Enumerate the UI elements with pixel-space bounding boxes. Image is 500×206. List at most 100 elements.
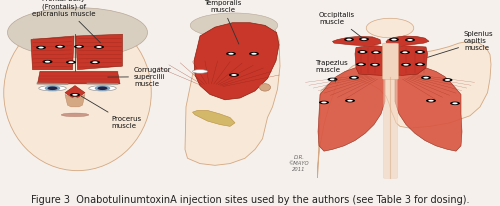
Ellipse shape bbox=[61, 113, 89, 117]
Circle shape bbox=[421, 76, 431, 80]
Circle shape bbox=[351, 77, 357, 79]
Circle shape bbox=[347, 100, 353, 102]
Ellipse shape bbox=[4, 15, 151, 171]
Circle shape bbox=[42, 60, 52, 63]
Circle shape bbox=[417, 51, 423, 53]
Polygon shape bbox=[318, 66, 385, 151]
Circle shape bbox=[228, 53, 234, 55]
Polygon shape bbox=[395, 46, 428, 75]
Circle shape bbox=[98, 87, 108, 90]
FancyBboxPatch shape bbox=[382, 43, 398, 80]
Text: Procerus
muscle: Procerus muscle bbox=[82, 96, 141, 129]
Circle shape bbox=[226, 52, 236, 55]
Circle shape bbox=[74, 45, 84, 48]
Circle shape bbox=[370, 63, 380, 67]
Circle shape bbox=[92, 61, 98, 63]
Circle shape bbox=[360, 51, 365, 53]
Circle shape bbox=[349, 76, 359, 80]
Circle shape bbox=[70, 93, 80, 97]
Circle shape bbox=[319, 101, 329, 104]
Text: D.R.
©MAYO
2011: D.R. ©MAYO 2011 bbox=[288, 155, 310, 172]
Circle shape bbox=[346, 39, 352, 41]
Ellipse shape bbox=[45, 86, 60, 90]
Polygon shape bbox=[194, 23, 279, 100]
Circle shape bbox=[45, 61, 50, 63]
Circle shape bbox=[371, 50, 381, 54]
Circle shape bbox=[231, 74, 237, 76]
Circle shape bbox=[400, 50, 410, 54]
Text: Figure 3  OnabotulinumtoxinA injection sites used by the authors (see Table 3 fo: Figure 3 OnabotulinumtoxinA injection si… bbox=[31, 195, 469, 205]
Circle shape bbox=[402, 51, 408, 53]
Circle shape bbox=[391, 39, 397, 41]
Circle shape bbox=[358, 50, 368, 54]
Circle shape bbox=[372, 64, 378, 66]
Circle shape bbox=[344, 38, 354, 41]
Circle shape bbox=[68, 61, 74, 63]
Circle shape bbox=[252, 53, 257, 55]
Circle shape bbox=[426, 99, 436, 102]
Ellipse shape bbox=[89, 86, 116, 91]
FancyBboxPatch shape bbox=[384, 74, 398, 178]
Circle shape bbox=[361, 38, 367, 40]
Circle shape bbox=[90, 60, 100, 64]
Circle shape bbox=[442, 78, 452, 82]
Circle shape bbox=[66, 60, 76, 64]
Circle shape bbox=[229, 73, 239, 77]
Ellipse shape bbox=[95, 86, 110, 90]
Text: Occipitalis
muscle: Occipitalis muscle bbox=[319, 12, 362, 37]
Text: Frontal belly
(Frontalis) of
epicranius muscle: Frontal belly (Frontalis) of epicranius … bbox=[32, 0, 100, 43]
Circle shape bbox=[330, 78, 335, 80]
Circle shape bbox=[94, 45, 104, 49]
Circle shape bbox=[96, 46, 102, 48]
Ellipse shape bbox=[39, 86, 66, 91]
Polygon shape bbox=[65, 95, 85, 107]
Circle shape bbox=[423, 77, 429, 79]
Polygon shape bbox=[318, 41, 491, 178]
Polygon shape bbox=[386, 36, 429, 46]
Circle shape bbox=[345, 99, 355, 102]
Ellipse shape bbox=[260, 84, 270, 91]
Ellipse shape bbox=[8, 8, 147, 57]
Circle shape bbox=[389, 38, 399, 41]
Circle shape bbox=[48, 87, 58, 90]
Circle shape bbox=[72, 94, 78, 96]
Circle shape bbox=[373, 51, 379, 53]
Text: Corrugator
supercilii
muscle: Corrugator supercilii muscle bbox=[108, 67, 172, 87]
Circle shape bbox=[452, 102, 458, 104]
Polygon shape bbox=[395, 66, 462, 151]
Circle shape bbox=[359, 37, 369, 41]
Circle shape bbox=[356, 63, 366, 66]
Polygon shape bbox=[38, 71, 120, 84]
Circle shape bbox=[321, 102, 327, 103]
Circle shape bbox=[407, 39, 413, 41]
Ellipse shape bbox=[366, 18, 414, 38]
Polygon shape bbox=[65, 86, 85, 100]
Text: Splenius
capitis
muscle: Splenius capitis muscle bbox=[428, 31, 494, 57]
Text: Temporalis
muscle: Temporalis muscle bbox=[204, 0, 241, 44]
Circle shape bbox=[405, 38, 415, 42]
Circle shape bbox=[428, 100, 434, 102]
Circle shape bbox=[450, 102, 460, 105]
Ellipse shape bbox=[192, 70, 208, 73]
Ellipse shape bbox=[190, 13, 278, 38]
Circle shape bbox=[36, 46, 46, 49]
Circle shape bbox=[403, 64, 409, 66]
Polygon shape bbox=[185, 16, 280, 165]
Polygon shape bbox=[192, 110, 235, 126]
Circle shape bbox=[249, 52, 259, 55]
Circle shape bbox=[76, 46, 82, 48]
Circle shape bbox=[328, 78, 338, 81]
Circle shape bbox=[57, 46, 63, 48]
Circle shape bbox=[445, 79, 450, 81]
Polygon shape bbox=[332, 36, 381, 46]
Circle shape bbox=[401, 63, 411, 67]
Polygon shape bbox=[355, 46, 385, 75]
Circle shape bbox=[358, 63, 364, 65]
Circle shape bbox=[38, 47, 44, 48]
Circle shape bbox=[55, 45, 65, 48]
Circle shape bbox=[415, 63, 425, 66]
Polygon shape bbox=[76, 34, 122, 70]
Circle shape bbox=[415, 50, 425, 54]
Polygon shape bbox=[31, 36, 74, 70]
Text: Trapezius
muscle: Trapezius muscle bbox=[315, 60, 348, 82]
